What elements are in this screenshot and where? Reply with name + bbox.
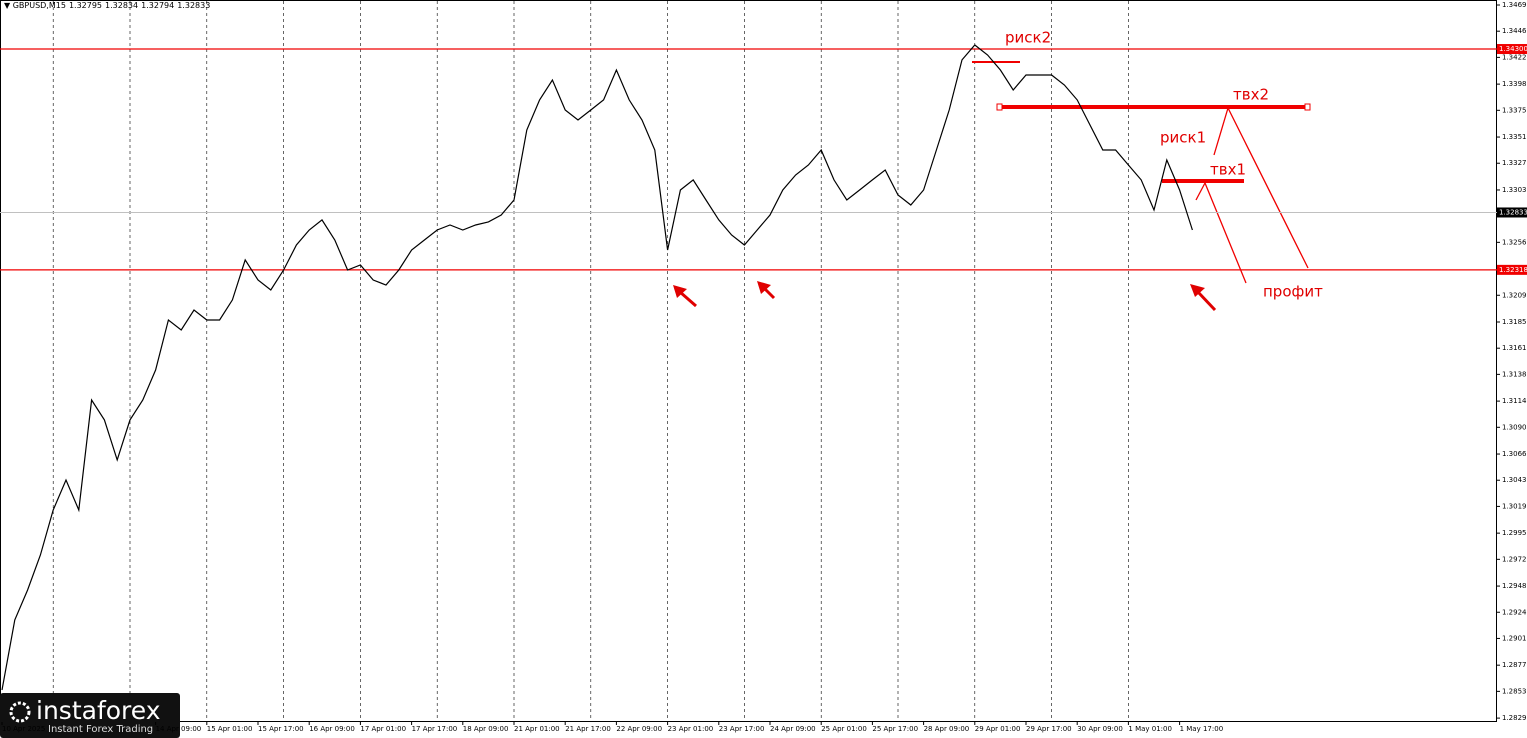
x-tick-label: 28 Apr 09:00 [924, 725, 970, 733]
y-tick-label: 1.29010 [1502, 634, 1527, 642]
x-tick-label: 17 Apr 17:00 [412, 725, 458, 733]
x-tick-label: 29 Apr 17:00 [1026, 725, 1072, 733]
y-tick-label: 1.30665 [1502, 450, 1527, 458]
y-tick-label: 1.33750 [1502, 106, 1527, 114]
arrows [673, 281, 1217, 312]
ohlc-value: 1.32794 [141, 1, 175, 10]
x-tick-label: 16 Apr 09:00 [309, 725, 355, 733]
watermark-name: instaforex [36, 696, 161, 725]
y-tick-label: 1.30905 [1502, 423, 1527, 431]
x-tick-label: 18 Apr 09:00 [463, 725, 509, 733]
annotation: профит [1263, 283, 1323, 301]
x-tick-label: 30 Apr 09:00 [1077, 725, 1123, 733]
y-tick-label: 1.28770 [1502, 661, 1527, 669]
plot-frame [0, 0, 1497, 722]
y-tick-label: 1.30430 [1502, 476, 1527, 484]
y-tick-label: 1.31615 [1502, 344, 1527, 352]
y-tick-label: 1.31850 [1502, 318, 1527, 326]
price-label: 1.32833 [1499, 208, 1527, 216]
x-tick-label: 10 Apr 2025 [2, 725, 45, 733]
x-tick-label: 17 Apr 01:00 [360, 725, 406, 733]
y-tick-label: 1.28535 [1502, 687, 1527, 695]
y-tick-label: 1.34225 [1502, 53, 1527, 61]
x-tick-label: 23 Apr 01:00 [668, 725, 714, 733]
y-tick-label: 1.33035 [1502, 186, 1527, 194]
y-tick-label: 1.28295 [1502, 714, 1527, 722]
annotation: твх2 [1233, 86, 1269, 104]
level-label: 1.34300 [1499, 45, 1527, 53]
y-tick-label: 1.32565 [1502, 238, 1527, 246]
y-tick-label: 1.33275 [1502, 159, 1527, 167]
y-tick-label: 1.34460 [1502, 27, 1527, 35]
watermark-tagline: Instant Forex Trading [48, 724, 153, 735]
x-tick-label: 14 Apr 09:00 [156, 725, 202, 733]
x-tick-label: 22 Apr 09:00 [616, 725, 662, 733]
x-tick-label: 25 Apr 17:00 [872, 725, 918, 733]
y-tick-label: 1.31380 [1502, 370, 1527, 378]
price-label-box [1497, 207, 1527, 218]
chart-title: GBPUSD,M15 [12, 1, 66, 10]
x-tick-label: 24 Apr 09:00 [770, 725, 816, 733]
level-label-box [1497, 264, 1527, 275]
x-tick-label: 21 Apr 01:00 [514, 725, 560, 733]
y-tick-label: 1.31140 [1502, 397, 1527, 405]
watermark: instaforex Instant Forex Trading [0, 693, 180, 738]
ohlc-value: 1.32795 [68, 1, 103, 10]
y-tick-label: 1.29245 [1502, 608, 1527, 616]
y-tick-label: 1.33985 [1502, 80, 1527, 88]
x-tick-label: 23 Apr 17:00 [719, 725, 765, 733]
x-tick-label: 15 Apr 17:00 [258, 725, 304, 733]
y-tick-label: 1.33510 [1502, 133, 1527, 141]
x-tick-label: 1 May 01:00 [1128, 725, 1172, 733]
chart-header: ▼ GBPUSD,M15 1.32795 1.32834 1.32794 1.32833 [4, 1, 211, 10]
x-tick-label: 1 May 17:00 [1180, 725, 1224, 733]
level-label-box [1497, 44, 1527, 55]
ohlc-value: 1.32833 [177, 1, 211, 10]
y-tick-label: 1.34695 [1502, 1, 1527, 9]
y-tick-label: 1.29480 [1502, 582, 1527, 590]
y-tick-label: 1.30195 [1502, 502, 1527, 510]
y-tick-label: 1.32090 [1502, 291, 1527, 299]
annotation: риск1 [1160, 129, 1206, 147]
price-line-series [1, 44, 1193, 691]
x-tick-label: 25 Apr 01:00 [821, 725, 867, 733]
x-tick-label: 29 Apr 01:00 [975, 725, 1021, 733]
x-tick-label: 21 Apr 17:00 [565, 725, 611, 733]
y-tick-label: 1.29720 [1502, 555, 1527, 563]
annotation: риск2 [1005, 29, 1051, 47]
level-label: 1.32318 [1499, 266, 1527, 274]
ohlc-value: 1.32834 [105, 1, 139, 10]
x-tick-label: 15 Apr 01:00 [207, 725, 253, 733]
y-tick-label: 1.29955 [1502, 529, 1527, 537]
annotation: твх1 [1210, 161, 1246, 179]
